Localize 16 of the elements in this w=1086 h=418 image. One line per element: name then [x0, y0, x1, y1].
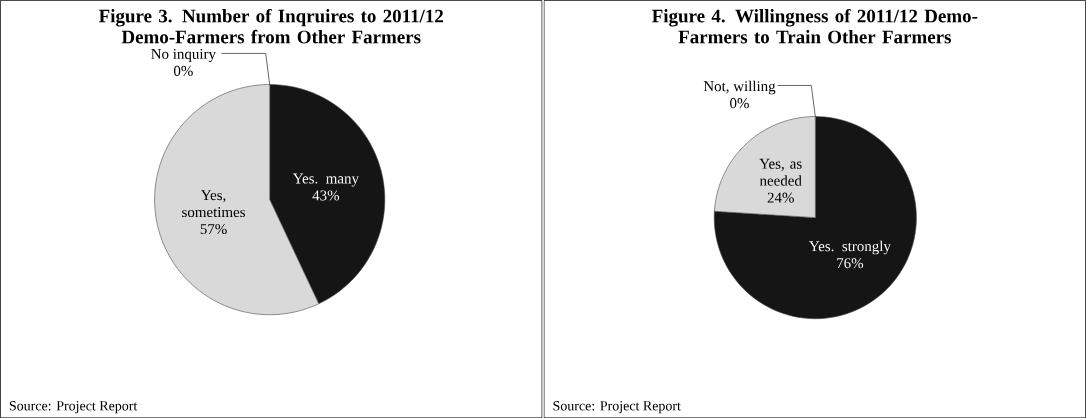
- source-note: Source: Project Report: [9, 400, 138, 414]
- data-label: 24%: [767, 192, 794, 203]
- category-label: No inquiry: [151, 48, 216, 62]
- data-label: 57%: [200, 223, 227, 234]
- data-label: 43%: [312, 190, 340, 201]
- slice-label: Yes. strongly: [809, 240, 891, 255]
- category-label: Not, willing: [703, 80, 776, 95]
- source-note: Source: Project Report: [553, 400, 681, 414]
- data-label: 76%: [837, 257, 864, 269]
- slice-label: Yes, as needed: [759, 158, 802, 186]
- slice-label: Yes, sometimes: [182, 190, 245, 217]
- text: 0%: [730, 97, 749, 109]
- slice-label: Yes. many: [292, 173, 359, 187]
- chart-title: Figure 4. Willingness of 2011/12 Demo-Farmers to Train Other Farmers: [652, 8, 978, 44]
- chart-title: Figure 3. Number of Inqruires to 2011/12 Demo-Farmers from Other Farmers: [98, 8, 443, 44]
- text: 0%: [173, 65, 193, 76]
